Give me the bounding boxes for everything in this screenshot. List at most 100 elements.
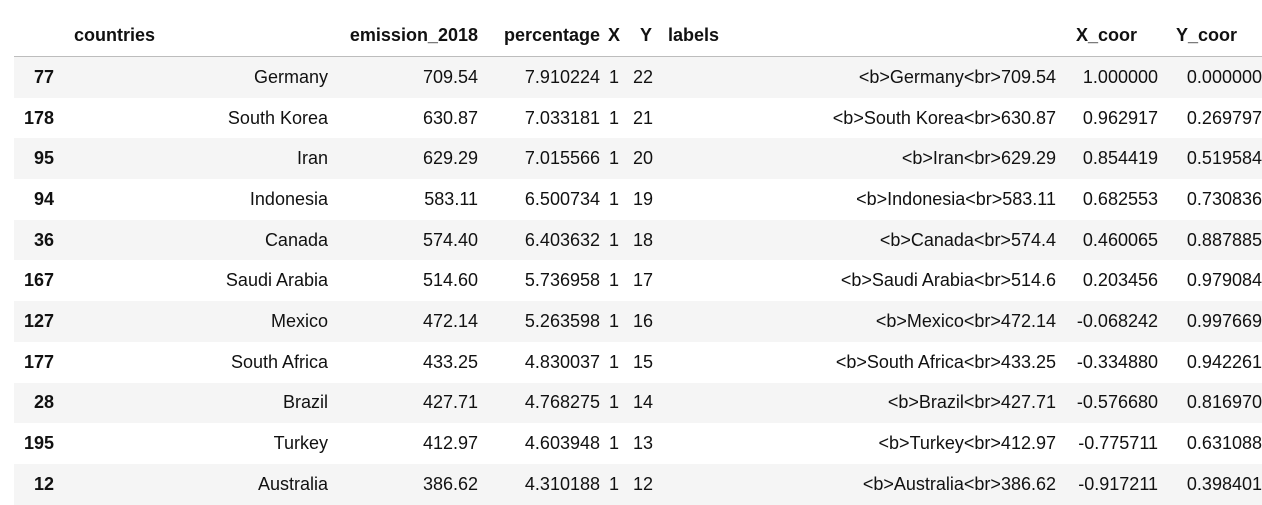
cell-labels: <b>Iran<br>629.29 xyxy=(664,138,1056,179)
cell-index: 95 xyxy=(14,138,64,179)
cell-labels: <b>Saudi Arabia<br>514.6 xyxy=(664,260,1056,301)
cell-y: 17 xyxy=(628,260,664,301)
cell-y: 18 xyxy=(628,220,664,261)
cell-percentage: 6.500734 xyxy=(478,179,600,220)
cell-countries: South Korea xyxy=(64,98,328,139)
cell-percentage: 4.768275 xyxy=(478,383,600,424)
cell-emission-2018: 472.14 xyxy=(328,301,478,342)
cell-index: 12 xyxy=(14,464,64,505)
cell-y: 12 xyxy=(628,464,664,505)
header-x-coor: X_coor xyxy=(1056,14,1158,57)
table-row: 95 Iran 629.29 7.015566 1 20 <b>Iran<br>629.29… xyxy=(14,138,1262,179)
table-row: 36 Canada 574.40 6.403632 1 18 <b>Canada<br>57… xyxy=(14,220,1262,261)
table-row: 195 Turkey 412.97 4.603948 1 13 <b>Turkey<br>4… xyxy=(14,423,1262,464)
cell-labels: <b>Brazil<br>427.71 xyxy=(664,383,1056,424)
cell-y: 20 xyxy=(628,138,664,179)
cell-y-coor: 0.887885 xyxy=(1158,220,1262,261)
cell-emission-2018: 630.87 xyxy=(328,98,478,139)
cell-x-coor: -0.068242 xyxy=(1056,301,1158,342)
cell-x-coor: 0.962917 xyxy=(1056,98,1158,139)
cell-countries: Australia xyxy=(64,464,328,505)
cell-y-coor: 0.398401 xyxy=(1158,464,1262,505)
cell-labels: <b>South Korea<br>630.87 xyxy=(664,98,1056,139)
cell-y-coor: 0.997669 xyxy=(1158,301,1262,342)
cell-y-coor: 0.979084 xyxy=(1158,260,1262,301)
header-y-coor: Y_coor xyxy=(1158,14,1262,57)
cell-y: 16 xyxy=(628,301,664,342)
cell-percentage: 4.310188 xyxy=(478,464,600,505)
cell-y: 15 xyxy=(628,342,664,383)
cell-x-coor: -0.775711 xyxy=(1056,423,1158,464)
header-labels: labels xyxy=(664,14,1056,57)
cell-y: 14 xyxy=(628,383,664,424)
cell-index: 36 xyxy=(14,220,64,261)
header-countries: countries xyxy=(64,14,328,57)
cell-countries: Indonesia xyxy=(64,179,328,220)
cell-emission-2018: 386.62 xyxy=(328,464,478,505)
cell-y-coor: 0.816970 xyxy=(1158,383,1262,424)
cell-x-coor: 0.460065 xyxy=(1056,220,1158,261)
cell-x: 1 xyxy=(600,220,628,261)
cell-countries: Turkey xyxy=(64,423,328,464)
cell-emission-2018: 412.97 xyxy=(328,423,478,464)
cell-x: 1 xyxy=(600,423,628,464)
cell-x: 1 xyxy=(600,342,628,383)
table-row: 12 Australia 386.62 4.310188 1 12 <b>Australia… xyxy=(14,464,1262,505)
cell-x-coor: 1.000000 xyxy=(1056,57,1158,98)
cell-x: 1 xyxy=(600,138,628,179)
cell-emission-2018: 514.60 xyxy=(328,260,478,301)
cell-x: 1 xyxy=(600,57,628,98)
cell-x-coor: -0.334880 xyxy=(1056,342,1158,383)
cell-countries: Iran xyxy=(64,138,328,179)
cell-emission-2018: 583.11 xyxy=(328,179,478,220)
cell-index: 178 xyxy=(14,98,64,139)
cell-percentage: 7.910224 xyxy=(478,57,600,98)
cell-x: 1 xyxy=(600,179,628,220)
header-emission-2018: emission_2018 xyxy=(328,14,478,57)
header-y: Y xyxy=(628,14,664,57)
table-row: 167 Saudi Arabia 514.60 5.736958 1 17 <b>Saudi… xyxy=(14,260,1262,301)
cell-x-coor: 0.203456 xyxy=(1056,260,1158,301)
cell-y-coor: 0.631088 xyxy=(1158,423,1262,464)
cell-index: 94 xyxy=(14,179,64,220)
cell-percentage: 5.736958 xyxy=(478,260,600,301)
cell-percentage: 4.603948 xyxy=(478,423,600,464)
cell-countries: Saudi Arabia xyxy=(64,260,328,301)
cell-countries: Mexico xyxy=(64,301,328,342)
cell-y-coor: 0.000000 xyxy=(1158,57,1262,98)
cell-emission-2018: 629.29 xyxy=(328,138,478,179)
cell-labels: <b>Australia<br>386.62 xyxy=(664,464,1056,505)
cell-emission-2018: 433.25 xyxy=(328,342,478,383)
cell-countries: South Africa xyxy=(64,342,328,383)
cell-countries: Germany xyxy=(64,57,328,98)
table-row: 28 Brazil 427.71 4.768275 1 14 <b>Brazil<br>42… xyxy=(14,383,1262,424)
cell-countries: Brazil xyxy=(64,383,328,424)
cell-percentage: 7.015566 xyxy=(478,138,600,179)
cell-x: 1 xyxy=(600,301,628,342)
dataframe-table: countries emission_2018 percentage X Y l… xyxy=(14,14,1262,505)
cell-x: 1 xyxy=(600,383,628,424)
cell-labels: <b>Germany<br>709.54 xyxy=(664,57,1056,98)
cell-percentage: 5.263598 xyxy=(478,301,600,342)
cell-index: 127 xyxy=(14,301,64,342)
cell-index: 167 xyxy=(14,260,64,301)
table-row: 94 Indonesia 583.11 6.500734 1 19 <b>Indonesia… xyxy=(14,179,1262,220)
table-body: 77 Germany 709.54 7.910224 1 22 <b>Germany<br>… xyxy=(14,57,1262,505)
cell-x-coor: 0.854419 xyxy=(1056,138,1158,179)
cell-index: 195 xyxy=(14,423,64,464)
cell-y-coor: 0.269797 xyxy=(1158,98,1262,139)
cell-emission-2018: 709.54 xyxy=(328,57,478,98)
cell-y-coor: 0.519584 xyxy=(1158,138,1262,179)
cell-labels: <b>South Africa<br>433.25 xyxy=(664,342,1056,383)
table-header: countries emission_2018 percentage X Y l… xyxy=(14,14,1262,57)
cell-labels: <b>Indonesia<br>583.11 xyxy=(664,179,1056,220)
cell-labels: <b>Turkey<br>412.97 xyxy=(664,423,1056,464)
cell-emission-2018: 574.40 xyxy=(328,220,478,261)
header-percentage: percentage xyxy=(478,14,600,57)
cell-x: 1 xyxy=(600,260,628,301)
cell-x: 1 xyxy=(600,98,628,139)
cell-x-coor: 0.682553 xyxy=(1056,179,1158,220)
table-row: 178 South Korea 630.87 7.033181 1 21 <b>South … xyxy=(14,98,1262,139)
header-index xyxy=(14,14,64,57)
cell-y: 19 xyxy=(628,179,664,220)
